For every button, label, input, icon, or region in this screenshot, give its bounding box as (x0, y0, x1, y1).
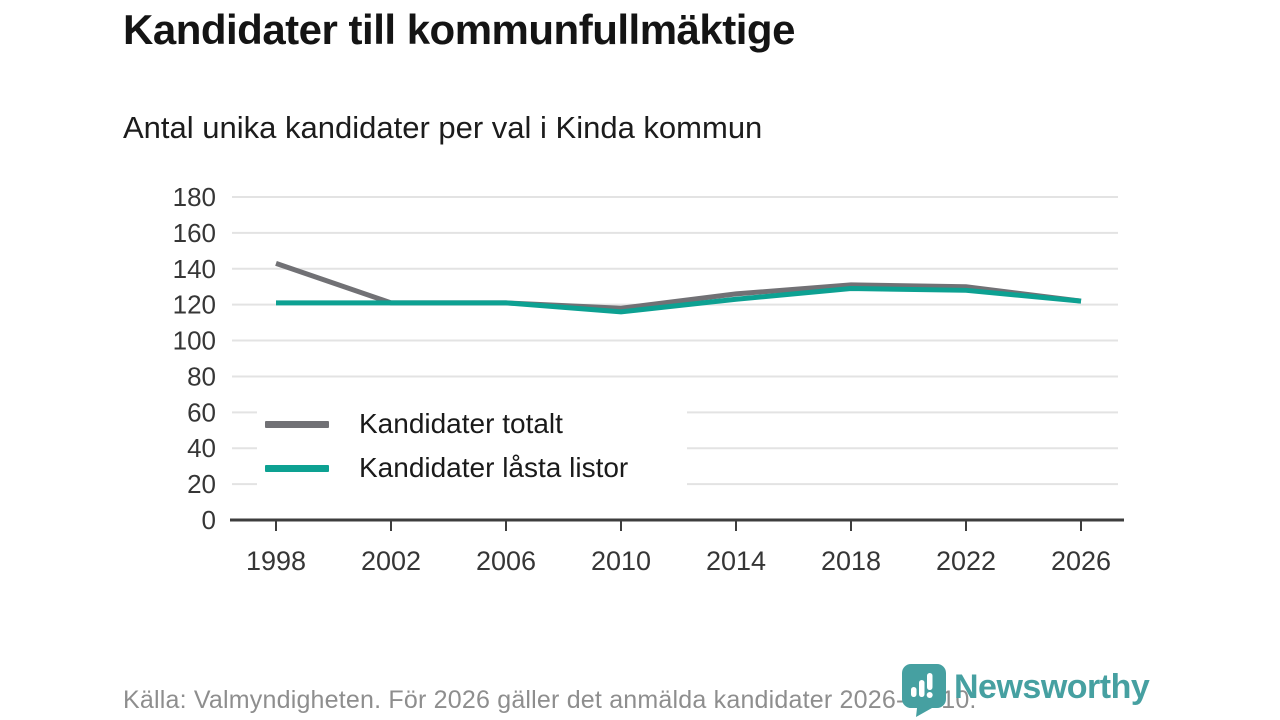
x-tick-label-2018: 2018 (821, 546, 881, 576)
legend-swatch-total (265, 420, 329, 428)
x-tick-label-2022: 2022 (936, 546, 996, 576)
source-note: Källa: Valmyndigheten. För 2026 gäller d… (123, 686, 977, 714)
x-tick-label-2026: 2026 (1051, 546, 1111, 576)
chart-legend: Kandidater totalt Kandidater låsta listo… (257, 398, 687, 494)
chart-subtitle: Antal unika kandidater per val i Kinda k… (123, 110, 763, 145)
x-tick-label-2014: 2014 (706, 546, 766, 576)
legend-swatch-locked (265, 464, 329, 472)
y-tick-label-80: 80 (187, 361, 216, 391)
y-tick-label-60: 60 (187, 397, 216, 427)
x-tick-label-2002: 2002 (361, 546, 421, 576)
legend-label-locked: Kandidater låsta listor (359, 452, 629, 483)
y-tick-label-20: 20 (187, 469, 216, 499)
y-tick-label-160: 160 (173, 218, 216, 248)
y-tick-label-120: 120 (173, 290, 216, 320)
newsworthy-bubble-icon (902, 664, 946, 717)
legend-item-locked: Kandidater låsta listor (265, 452, 687, 484)
x-tick-label-2006: 2006 (476, 546, 536, 576)
y-tick-label-40: 40 (187, 433, 216, 463)
newsworthy-logo: Newsworthy (902, 664, 1150, 718)
newsworthy-wordmark: Newsworthy (954, 668, 1150, 706)
y-tick-label-0: 0 (202, 505, 216, 535)
y-tick-label-100: 100 (173, 326, 216, 356)
series-line-1 (276, 286, 1082, 315)
x-tick-label-2010: 2010 (591, 546, 651, 576)
x-tick-label-1998: 1998 (246, 546, 306, 576)
legend-item-total: Kandidater totalt (265, 408, 687, 440)
y-tick-label-180: 180 (173, 182, 216, 212)
legend-label-total: Kandidater totalt (359, 408, 563, 439)
y-tick-label-140: 140 (173, 254, 216, 284)
page-title: Kandidater till kommunfullmäktige (123, 6, 795, 53)
